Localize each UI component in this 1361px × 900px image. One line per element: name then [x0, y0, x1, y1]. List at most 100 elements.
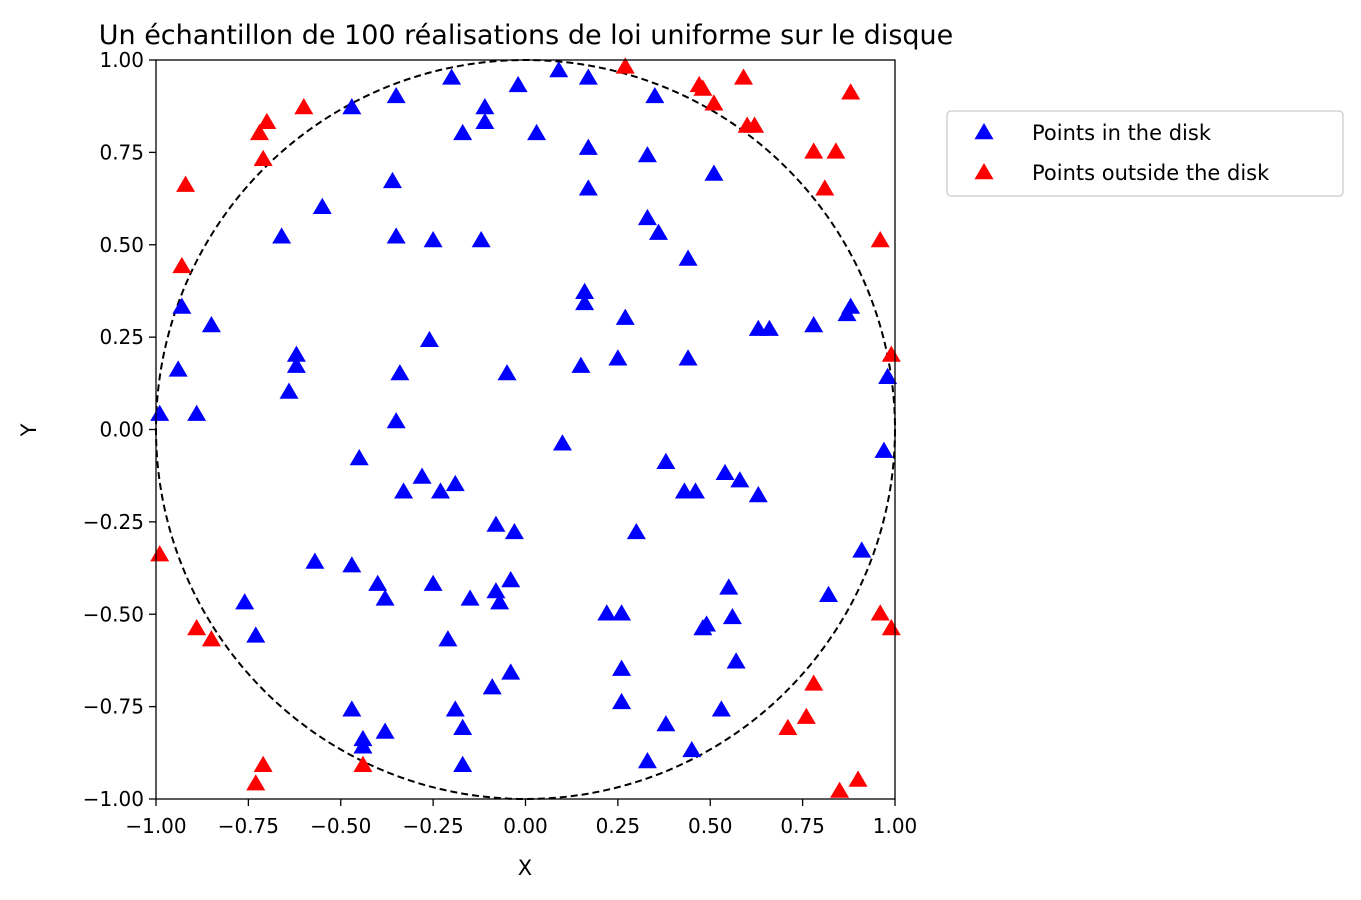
point-inside-disk	[460, 589, 480, 606]
x-tick-label: −0.75	[218, 814, 279, 838]
point-inside-disk	[552, 434, 572, 451]
point-inside-disk	[172, 297, 192, 314]
point-inside-disk	[612, 659, 632, 676]
legend: Points in the disk Points outside the dis…	[946, 110, 1344, 197]
point-inside-disk	[818, 585, 838, 602]
point-inside-disk	[612, 604, 632, 621]
point-outside-disk	[745, 116, 765, 133]
point-outside-disk	[778, 718, 798, 735]
x-tick-label: 0.75	[780, 814, 825, 838]
point-inside-disk	[486, 582, 506, 599]
point-inside-disk	[575, 282, 595, 299]
point-outside-disk	[353, 755, 373, 772]
point-inside-disk	[438, 630, 458, 647]
point-inside-disk	[453, 755, 473, 772]
point-inside-disk	[608, 349, 628, 366]
point-outside-disk	[615, 57, 635, 74]
point-inside-disk	[490, 593, 510, 610]
y-tick-label: 0.50	[99, 233, 144, 257]
point-inside-disk	[597, 604, 617, 621]
point-outside-disk	[704, 94, 724, 111]
point-inside-disk	[445, 700, 465, 717]
point-outside-disk	[815, 179, 835, 196]
point-outside-disk	[253, 149, 273, 166]
y-axis-label: Y	[17, 423, 41, 437]
point-outside-disk	[187, 619, 207, 636]
point-outside-disk	[246, 774, 266, 791]
point-inside-disk	[475, 112, 495, 130]
point-inside-disk	[342, 98, 362, 115]
point-inside-disk	[637, 146, 657, 163]
point-inside-disk	[286, 345, 306, 362]
point-outside-disk	[150, 545, 170, 562]
point-inside-disk	[279, 382, 299, 399]
point-inside-disk	[412, 467, 432, 484]
y-tick-label: −0.75	[83, 695, 144, 719]
point-inside-disk	[419, 330, 439, 348]
point-inside-disk	[246, 626, 266, 643]
point-inside-disk	[726, 652, 746, 669]
point-outside-disk	[848, 770, 868, 787]
legend-marker	[974, 123, 994, 140]
legend-label: Points outside the disk	[1032, 161, 1270, 185]
point-inside-disk	[305, 552, 325, 569]
point-inside-disk	[442, 68, 462, 85]
point-inside-disk	[504, 522, 524, 540]
point-inside-disk	[501, 663, 521, 680]
point-inside-disk	[874, 441, 894, 458]
chart-title: Un échantillon de 100 réalisations de lo…	[99, 20, 954, 51]
point-inside-disk	[375, 722, 395, 739]
point-outside-disk	[796, 707, 816, 724]
point-inside-disk	[612, 692, 632, 710]
point-outside-disk	[734, 68, 754, 85]
point-inside-disk	[471, 231, 491, 248]
point-inside-disk	[615, 308, 635, 325]
point-inside-disk	[286, 356, 306, 373]
point-inside-disk	[168, 360, 188, 377]
point-inside-disk	[375, 589, 395, 606]
point-outside-disk	[257, 112, 277, 130]
point-inside-disk	[578, 138, 598, 155]
point-inside-disk	[578, 179, 598, 196]
point-outside-disk	[881, 619, 901, 636]
point-inside-disk	[312, 197, 332, 214]
point-inside-disk	[497, 364, 517, 381]
points-layer	[150, 57, 901, 798]
y-tick-label: 0.75	[99, 140, 144, 164]
point-inside-disk	[353, 737, 373, 754]
y-axis-ticks: −1.00 −0.75 −0.50 −0.25 0.00 0.25 0.50 0.75 1.00	[83, 48, 156, 811]
point-inside-disk	[486, 515, 506, 532]
x-tick-label: 0.25	[596, 814, 641, 838]
point-inside-disk	[368, 574, 388, 591]
point-outside-disk	[804, 674, 824, 691]
point-inside-disk	[386, 412, 406, 429]
point-outside-disk	[172, 256, 192, 274]
point-inside-disk	[837, 304, 857, 322]
point-outside-disk	[201, 630, 221, 647]
point-outside-disk	[826, 142, 846, 159]
point-inside-disk	[349, 449, 369, 466]
point-inside-disk	[711, 700, 731, 717]
x-tick-label: −1.00	[125, 814, 186, 838]
x-axis-label: X	[518, 856, 532, 880]
point-inside-disk	[571, 356, 591, 373]
y-tick-label: −0.50	[83, 602, 144, 626]
point-outside-disk	[870, 231, 890, 248]
point-inside-disk	[272, 227, 292, 244]
point-outside-disk	[841, 83, 861, 100]
legend-marker	[974, 163, 994, 180]
plot-area	[150, 57, 901, 800]
point-inside-disk	[394, 482, 414, 499]
point-inside-disk	[656, 452, 676, 469]
point-outside-disk	[249, 123, 269, 141]
point-inside-disk	[482, 678, 502, 695]
legend-entries: Points in the disk Points outside the dis…	[974, 121, 1270, 185]
point-inside-disk	[549, 61, 569, 78]
legend-box	[946, 110, 1344, 197]
point-inside-disk	[626, 522, 646, 540]
point-inside-disk	[656, 715, 676, 732]
y-tick-label: −0.25	[83, 510, 144, 534]
point-inside-disk	[685, 482, 705, 499]
point-inside-disk	[645, 86, 665, 104]
